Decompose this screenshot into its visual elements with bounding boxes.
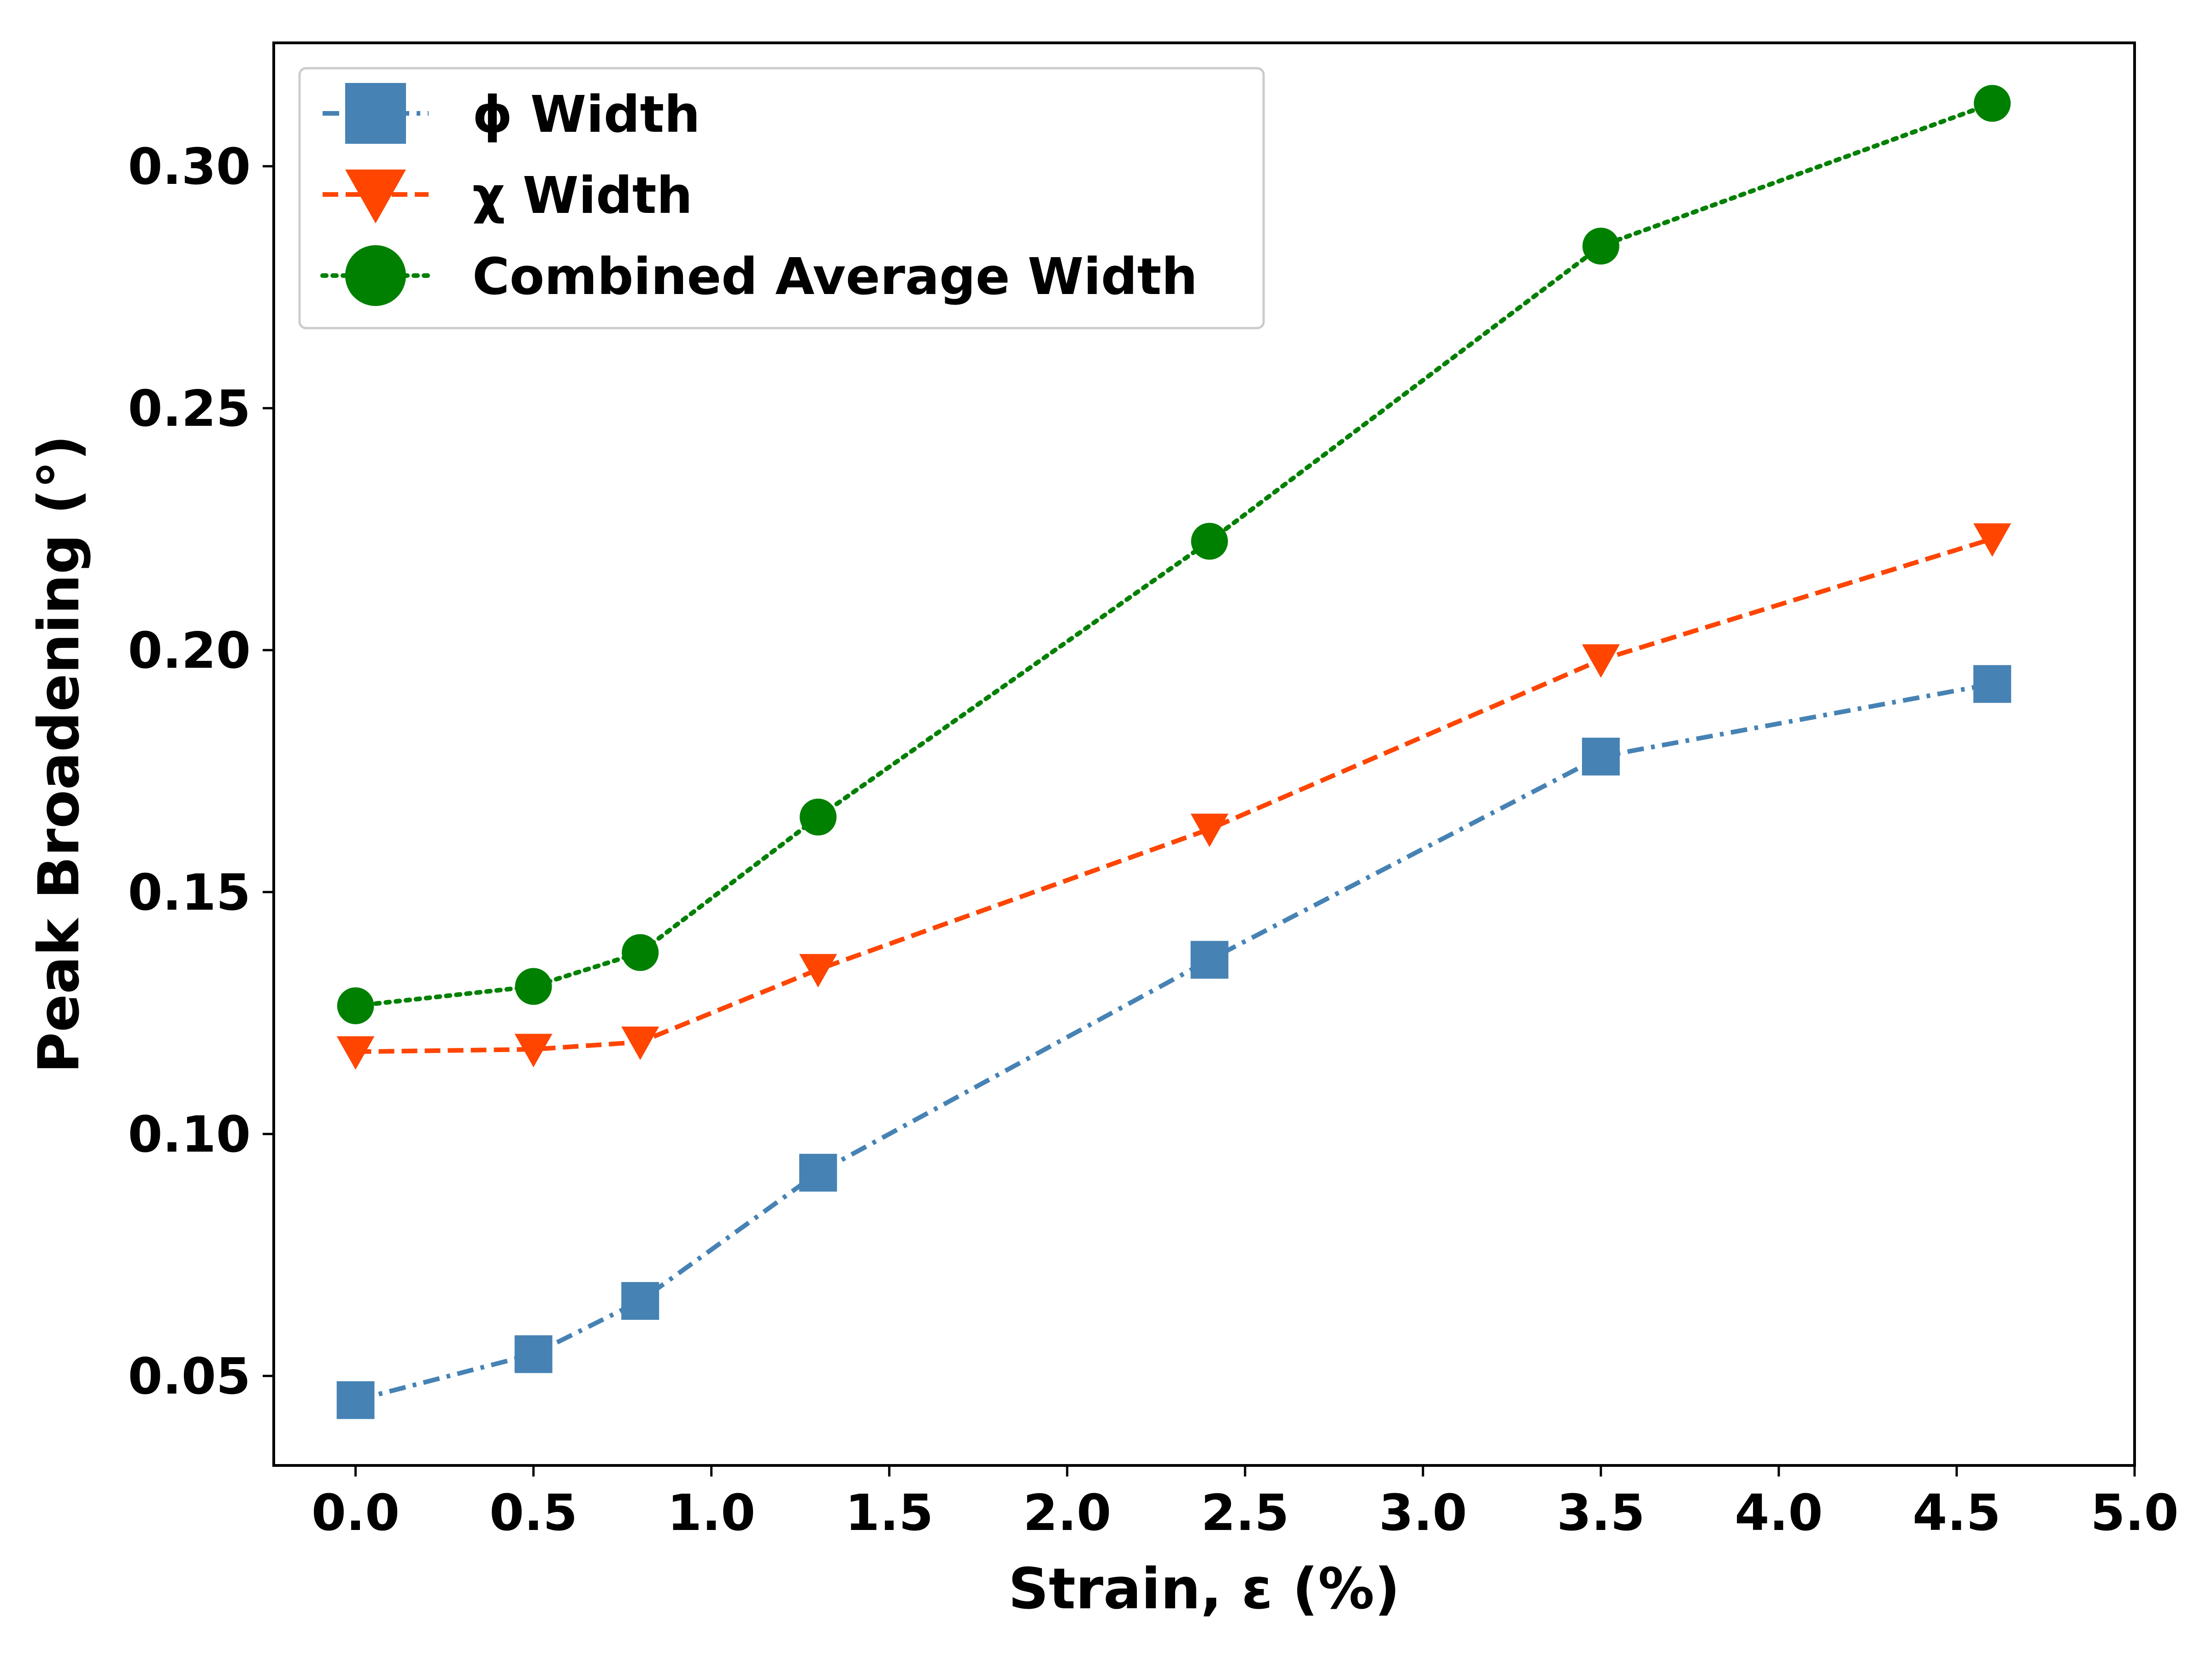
x-tick-label: 0.5 bbox=[489, 1484, 577, 1542]
x-tick-label: 4.5 bbox=[1912, 1484, 2000, 1542]
y-axis-title: Peak Broadening (°) bbox=[26, 435, 92, 1073]
x-tick-label: 0.0 bbox=[312, 1484, 400, 1542]
x-tick-label: 2.5 bbox=[1201, 1484, 1289, 1542]
data-point-combined-average-width bbox=[800, 799, 837, 835]
data-point-phi-width bbox=[621, 1282, 659, 1320]
data-point-phi-width bbox=[514, 1335, 553, 1373]
data-point-combined-average-width bbox=[1974, 85, 2011, 122]
y-tick-label: 0.15 bbox=[128, 864, 251, 922]
legend-entry-phi-width: ϕ Width bbox=[323, 83, 700, 144]
y-tick-label: 0.05 bbox=[128, 1348, 251, 1406]
data-point-combined-average-width bbox=[1582, 228, 1619, 265]
data-point-combined-average-width bbox=[622, 934, 659, 971]
data-point-combined-average-width bbox=[515, 968, 552, 1005]
x-tick-label: 1.5 bbox=[845, 1484, 933, 1542]
data-point-chi-width bbox=[799, 954, 837, 988]
data-point-chi-width bbox=[336, 1036, 375, 1070]
plot-frame bbox=[272, 41, 2136, 1467]
x-axis-title: Strain, ε (%) bbox=[1008, 1556, 1400, 1622]
x-tick-label: 3.5 bbox=[1557, 1484, 1645, 1542]
x-tick-label: 2.0 bbox=[1023, 1484, 1111, 1542]
data-point-chi-width bbox=[1190, 813, 1229, 847]
series-layer bbox=[336, 85, 2012, 1419]
legend-label-phi-width: ϕ Width bbox=[472, 85, 700, 144]
series-combined-average-width bbox=[337, 85, 2011, 1024]
x-tick-label: 5.0 bbox=[2090, 1484, 2178, 1542]
legend-marker-chi-width bbox=[345, 169, 406, 224]
x-tick-label: 3.0 bbox=[1379, 1484, 1467, 1542]
series-phi-width bbox=[336, 665, 2012, 1419]
y-tick-label: 0.10 bbox=[128, 1106, 251, 1164]
series-chi-width bbox=[336, 523, 2012, 1070]
y-tick-label: 0.20 bbox=[128, 622, 251, 680]
legend-marker-combined-average-width bbox=[345, 245, 406, 306]
legend: ϕ Width χ Width Combined Average Width bbox=[298, 67, 1265, 329]
data-point-phi-width bbox=[1190, 941, 1229, 979]
x-tick-label: 1.0 bbox=[667, 1484, 755, 1542]
legend-entry-chi-width: χ Width bbox=[323, 166, 693, 225]
y-axis: 0.05 0.10 0.15 0.20 0.25 0.30 bbox=[128, 138, 274, 1406]
data-point-phi-width bbox=[336, 1381, 375, 1419]
legend-label-chi-width: χ Width bbox=[472, 166, 693, 225]
data-point-combined-average-width bbox=[1191, 523, 1228, 560]
data-point-phi-width bbox=[799, 1153, 837, 1192]
x-axis: 0.0 0.5 1.0 1.5 2.0 2.5 3.0 3.5 4.0 4.5 5.0 bbox=[312, 1465, 2179, 1542]
legend-entry-combined-average-width: Combined Average Width bbox=[320, 245, 1198, 306]
legend-marker-phi-width bbox=[345, 83, 406, 144]
data-point-chi-width bbox=[1973, 523, 2012, 557]
data-point-phi-width bbox=[1582, 737, 1620, 776]
y-tick-label: 0.25 bbox=[128, 380, 251, 438]
x-tick-label: 4.0 bbox=[1735, 1484, 1823, 1542]
y-tick-label: 0.30 bbox=[128, 138, 251, 196]
data-point-phi-width bbox=[1973, 665, 2012, 703]
data-point-chi-width bbox=[621, 1026, 659, 1060]
legend-frame bbox=[298, 67, 1265, 329]
legend-label-combined-average-width: Combined Average Width bbox=[472, 247, 1198, 306]
data-point-chi-width bbox=[514, 1034, 553, 1067]
data-point-chi-width bbox=[1582, 644, 1620, 678]
data-point-combined-average-width bbox=[337, 987, 374, 1024]
